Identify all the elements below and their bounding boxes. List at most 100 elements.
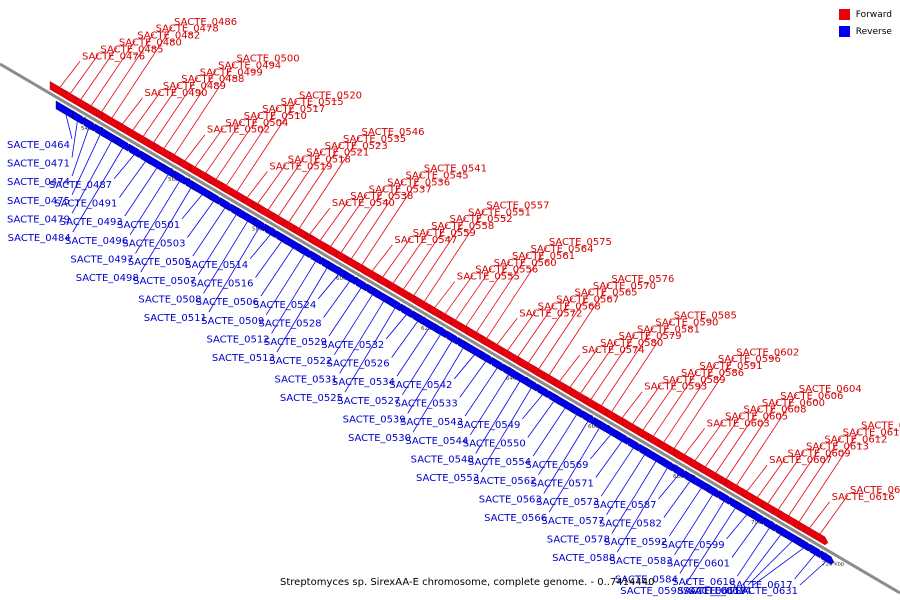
gene-label[interactable]: SACTE_0593	[644, 382, 707, 393]
gene-label[interactable]: SACTE_0556	[475, 265, 538, 276]
gene-label[interactable]: SACTE_0607	[769, 455, 832, 466]
gene-label[interactable]: SACTE_0503	[122, 238, 185, 249]
gene-label[interactable]: SACTE_0513	[212, 353, 275, 364]
gene-label[interactable]: SACTE_0571	[531, 478, 594, 489]
gene-label[interactable]: SACTE_0490	[144, 88, 207, 99]
gene-label[interactable]: SACTE_0580	[600, 338, 663, 349]
reverse-gene[interactable]	[820, 550, 835, 565]
gene-label[interactable]: SACTE_0510	[244, 111, 307, 122]
gene-label[interactable]: SACTE_0614	[688, 586, 751, 597]
gene-label[interactable]: SACTE_0487	[49, 180, 112, 191]
gene-label[interactable]: SACTE_0578	[547, 534, 610, 545]
gene-label[interactable]: SACTE_0565	[574, 288, 637, 299]
gene-label[interactable]: SACTE_0604	[799, 384, 862, 395]
gene-label[interactable]: SACTE_0601	[667, 559, 730, 570]
gene-label[interactable]: SACTE_0549	[457, 420, 520, 431]
gene-label[interactable]: SACTE_0475	[7, 196, 70, 207]
gene-label[interactable]: SACTE_0566	[484, 513, 547, 524]
gene-label[interactable]: SACTE_0534	[332, 377, 395, 388]
gene-label[interactable]: SACTE_0554	[468, 457, 531, 468]
gene-label[interactable]: SACTE_0505	[128, 257, 191, 268]
gene-label[interactable]: SACTE_0568	[538, 301, 601, 312]
gene-label[interactable]: SACTE_0515	[281, 97, 344, 108]
gene-label[interactable]: SACTE_0620	[861, 421, 900, 432]
gene-label[interactable]: SACTE_0479	[7, 214, 70, 225]
gene-label[interactable]: SACTE_0520	[299, 90, 362, 101]
gene-label[interactable]: SACTE_0562	[473, 476, 536, 487]
gene-label[interactable]: SACTE_0550	[463, 438, 526, 449]
gene-label[interactable]: SACTE_0574	[582, 345, 645, 356]
gene-label[interactable]: SACTE_0496	[65, 236, 128, 247]
gene-label[interactable]: SACTE_0564	[530, 244, 593, 255]
gene-label[interactable]: SACTE_0617	[730, 580, 793, 591]
gene-label[interactable]: SACTE_0507	[133, 276, 196, 287]
gene-label[interactable]: SACTE_0592	[604, 537, 667, 548]
gene-label[interactable]: SACTE_0615	[843, 428, 900, 439]
gene-label[interactable]: SACTE_0525	[280, 393, 343, 404]
gene-label[interactable]: SACTE_0576	[611, 274, 674, 285]
gene-label[interactable]: SACTE_0558	[431, 221, 494, 232]
gene-label[interactable]: SACTE_0524	[253, 300, 316, 311]
gene-label[interactable]: SACTE_0488	[181, 74, 244, 85]
gene-label[interactable]: SACTE_0543	[400, 417, 463, 428]
gene-label[interactable]: SACTE_0502	[207, 125, 270, 136]
gene-label[interactable]: SACTE_0570	[593, 281, 656, 292]
gene-label[interactable]: SACTE_0552	[450, 214, 513, 225]
gene-label[interactable]: SACTE_0489	[163, 81, 226, 92]
gene-label[interactable]: SACTE_0584	[615, 574, 678, 585]
gene-label[interactable]: SACTE_0553	[416, 473, 479, 484]
gene-label[interactable]: SACTE_0522	[269, 356, 332, 367]
gene-label[interactable]: SACTE_0577	[541, 516, 604, 527]
gene-label[interactable]: SACTE_0596	[718, 354, 781, 365]
gene-label[interactable]: SACTE_0527	[337, 396, 400, 407]
gene-label[interactable]: SACTE_0611	[678, 586, 741, 597]
gene-label[interactable]: SACTE_0589	[663, 375, 726, 386]
gene-label[interactable]: SACTE_0631	[735, 586, 798, 597]
gene-label[interactable]: SACTE_0585	[674, 311, 737, 322]
gene-label[interactable]: SACTE_0582	[599, 518, 662, 529]
gene-label[interactable]: SACTE_0532	[321, 340, 384, 351]
gene-label[interactable]: SACTE_0602	[736, 347, 799, 358]
gene-label[interactable]: SACTE_0509	[201, 316, 264, 327]
gene-label[interactable]: SACTE_0545	[406, 171, 469, 182]
gene-label[interactable]: SACTE_0519	[269, 161, 332, 172]
gene-label[interactable]: SACTE_0516	[190, 278, 253, 289]
gene-label[interactable]: SACTE_0590	[655, 317, 718, 328]
gene-label[interactable]: SACTE_0587	[593, 500, 656, 511]
gene-label[interactable]: SACTE_0486	[174, 17, 237, 28]
gene-label[interactable]: SACTE_0600	[762, 398, 825, 409]
gene-label[interactable]: SACTE_0540	[332, 198, 395, 209]
gene-label[interactable]: SACTE_0603	[707, 418, 770, 429]
gene-label[interactable]: SACTE_0591	[699, 361, 762, 372]
gene-label[interactable]: SACTE_0555	[457, 272, 520, 283]
gene-label[interactable]: SACTE_0613	[806, 441, 869, 452]
gene-label[interactable]: SACTE_0546	[361, 127, 424, 138]
gene-label[interactable]: SACTE_0514	[185, 260, 248, 271]
gene-label[interactable]: SACTE_0612	[824, 435, 887, 446]
gene-label[interactable]: SACTE_0530	[348, 433, 411, 444]
gene-label[interactable]: SACTE_0517	[262, 104, 325, 115]
gene-label[interactable]: SACTE_0482	[137, 31, 200, 42]
gene-label[interactable]: SACTE_0464	[7, 140, 70, 151]
gene-label[interactable]: SACTE_0471	[7, 158, 70, 169]
gene-label[interactable]: SACTE_0476	[82, 51, 145, 62]
gene-label[interactable]: SACTE_0547	[394, 235, 457, 246]
gene-label[interactable]: SACTE_0616	[832, 492, 895, 503]
gene-label[interactable]: SACTE_0523	[325, 141, 388, 152]
gene-label[interactable]: SACTE_0557	[486, 200, 549, 211]
gene-label[interactable]: SACTE_0480	[119, 38, 182, 49]
gene-label[interactable]: SACTE_0598	[620, 586, 683, 597]
gene-label[interactable]: SACTE_0586	[681, 368, 744, 379]
gene-label[interactable]: SACTE_0511	[144, 313, 207, 324]
gene-label[interactable]: SACTE_0478	[156, 24, 219, 35]
gene-label[interactable]: SACTE_0606	[780, 391, 843, 402]
gene-label[interactable]: SACTE_0535	[343, 134, 406, 145]
gene-label[interactable]: SACTE_0599	[662, 540, 725, 551]
gene-label[interactable]: SACTE_0610	[672, 577, 735, 588]
gene-label[interactable]: SACTE_0548	[411, 454, 474, 465]
gene-label[interactable]: SACTE_0531	[275, 374, 338, 385]
gene-label[interactable]: SACTE_0561	[512, 251, 575, 262]
gene-label[interactable]: SACTE_0575	[549, 237, 612, 248]
gene-label[interactable]: SACTE_0579	[619, 331, 682, 342]
gene-label[interactable]: SACTE_0551	[468, 207, 531, 218]
